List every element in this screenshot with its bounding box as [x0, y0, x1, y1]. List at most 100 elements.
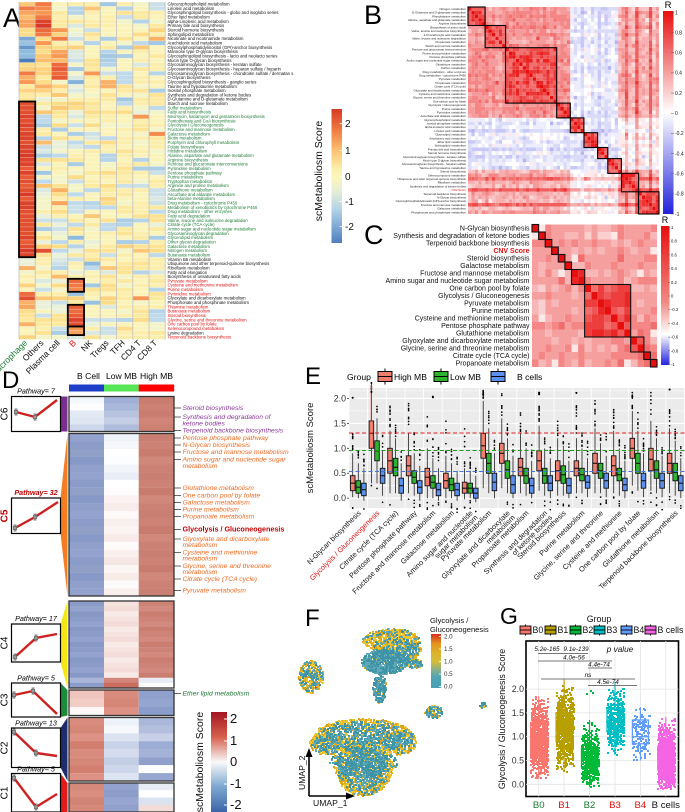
svg-text:9.1e-139: 9.1e-139	[563, 646, 589, 653]
svg-text:Pyrimidine metabolism: Pyrimidine metabolism	[437, 110, 467, 114]
svg-text:Arachidonic acid metabolism: Arachidonic acid metabolism	[429, 136, 466, 140]
svg-text:C: C	[364, 220, 384, 250]
svg-text:Glycosphingolipid biosynthesis: Glycosphingolipid biosynthesis - ganglio…	[168, 79, 257, 84]
svg-text:Pentose and glucuronate interc: Pentose and glucuronate interconversions	[412, 48, 467, 52]
svg-text:Lysine degradation: Lysine degradation	[168, 330, 205, 335]
svg-text:-1: -1	[345, 197, 354, 208]
svg-text:B cells: B cells	[652, 800, 680, 811]
svg-text:Neomycin, kanamycin and gentam: Neomycin, kanamycin and gentamicin biosy…	[168, 114, 265, 119]
svg-text:2.0: 2.0	[334, 393, 346, 403]
svg-text:0.8: 0.8	[671, 239, 677, 244]
svg-text:B2: B2	[584, 800, 596, 811]
svg-text:Inositol phosphate metabolism: Inositol phosphate metabolism	[427, 122, 467, 126]
svg-text:One carbon pool by folate: One carbon pool by folate	[183, 493, 261, 500]
svg-text:-0.4: -0.4	[671, 321, 679, 326]
svg-text:-0.2: -0.2	[675, 131, 684, 137]
svg-text:-0.6: -0.6	[675, 172, 684, 178]
svg-text:Drug metabolism - cytochrome P: Drug metabolism - cytochrome P450	[168, 201, 238, 206]
svg-text:R: R	[662, 215, 669, 225]
svg-text:Fatty acid degradation: Fatty acid degradation	[168, 214, 211, 219]
svg-text:B1: B1	[558, 800, 570, 811]
svg-text:Amino sugar and nucleotide sug: Amino sugar and nucleotide sugar metabol…	[386, 278, 530, 285]
svg-text:metabolism: metabolism	[183, 569, 218, 576]
svg-text:N-Glycan biosynthesis: N-Glycan biosynthesis	[183, 442, 251, 449]
svg-text:Glycosphingolipid biosynthesis: Glycosphingolipid biosynthesis - lacto a…	[168, 54, 278, 59]
svg-text:Fructose and mannose metabolis: Fructose and mannose metabolism	[183, 449, 289, 456]
svg-text:Amino sugar and nucleotide sug: Amino sugar and nucleotide sugar metabol…	[407, 59, 467, 63]
svg-text:Fatty acid elongation: Fatty acid elongation	[168, 270, 208, 275]
svg-text:Cysteine and methionine: Cysteine and methionine	[183, 550, 258, 557]
svg-text:Purine and pyrimidine metaboli: Purine and pyrimidine metabolism	[422, 51, 466, 55]
svg-text:Galactose metabolism: Galactose metabolism	[168, 131, 211, 136]
svg-text:Steroid hormone biosynthesis: Steroid hormone biosynthesis	[168, 28, 225, 33]
svg-text:Histidine metabolism: Histidine metabolism	[168, 149, 208, 154]
svg-text:B2: B2	[583, 625, 594, 635]
svg-text:Cysteine and methionine metabo: Cysteine and methionine metabolism	[168, 283, 239, 288]
svg-text:Glycosaminoglycan biosynthesis: Glycosaminoglycan biosynthesis - heparan…	[168, 66, 282, 71]
svg-text:0.5: 0.5	[334, 468, 346, 478]
svg-text:Purine metabolism: Purine metabolism	[442, 107, 467, 111]
svg-text:Synthesis and degradation of k: Synthesis and degradation of ketone bodi…	[393, 233, 530, 240]
svg-text:Fatty acid biosynthesis: Fatty acid biosynthesis	[168, 110, 211, 115]
svg-text:0.0: 0.0	[444, 684, 453, 691]
svg-text:-0.8: -0.8	[671, 348, 679, 353]
svg-text:Metabolism of xenobiotics by c: Metabolism of xenobiotics by cytochrome …	[168, 205, 258, 210]
svg-text:Pentose phosphate pathway: Pentose phosphate pathway	[430, 55, 467, 59]
svg-text:0.5: 0.5	[512, 756, 524, 766]
svg-text:0: 0	[345, 172, 351, 183]
svg-text:Amino sugar and nucleotide sug: Amino sugar and nucleotide sugar metabol…	[168, 227, 257, 232]
svg-text:Pathway= 5: Pathway= 5	[17, 674, 56, 683]
svg-text:Arginine biosynthesis: Arginine biosynthesis	[168, 157, 209, 162]
svg-text:Tryptophan metabolism: Tryptophan metabolism	[168, 179, 213, 184]
svg-text:C4: C4	[0, 636, 11, 649]
svg-text:Steroid biosynthesis: Steroid biosynthesis	[183, 405, 244, 412]
svg-text:Ubiquinone and other terpenoid: Ubiquinone and other terpenoid-quinone b…	[168, 261, 270, 266]
svg-text:Glycerolipid metabolism: Glycerolipid metabolism	[435, 133, 466, 137]
svg-text:5.2e-165: 5.2e-165	[534, 646, 560, 653]
svg-text:Glycine, serine and threonine: Glycine, serine and threonine metabolism	[168, 317, 247, 322]
svg-text:Other glycan degradation: Other glycan degradation	[168, 240, 217, 245]
svg-text:Purine metabolism: Purine metabolism	[168, 175, 204, 180]
svg-text:B3: B3	[609, 800, 621, 811]
svg-text:Pentose phosphate pathway: Pentose phosphate pathway	[183, 435, 269, 442]
svg-text:Pyruvate metabolism: Pyruvate metabolism	[168, 278, 209, 283]
svg-text:1.0: 1.0	[444, 659, 453, 666]
svg-text:Glycosphingolipid biosynthesis: Glycosphingolipid biosynthesis - globo a…	[168, 10, 279, 15]
svg-text:C1: C1	[0, 786, 11, 799]
svg-text:alpha-Linolenic acid metabolis: alpha-Linolenic acid metabolism	[168, 19, 230, 24]
svg-text:0.8: 0.8	[675, 30, 682, 36]
svg-text:Cysteine and methionine metabo: Cysteine and methionine metabolism	[419, 92, 467, 96]
svg-text:Purine metabolism: Purine metabolism	[168, 287, 204, 292]
svg-text:Glycolysis / Gluconeogenesis: Glycolysis / Gluconeogenesis	[428, 103, 466, 107]
svg-text:1.0: 1.0	[512, 732, 524, 742]
svg-text:N-Glycan biosynthesis: N-Glycan biosynthesis	[437, 196, 466, 200]
svg-text:Galactose metabolism: Galactose metabolism	[183, 500, 251, 507]
svg-text:0: 0	[675, 111, 678, 117]
svg-text:Ether lipid metabolism: Ether lipid metabolism	[438, 140, 467, 144]
svg-text:Glyoxylate and dicarboxylate: Glyoxylate and dicarboxylate	[183, 536, 270, 543]
svg-text:Glycolysis / Gluconeogenesis: Glycolysis / Gluconeogenesis	[183, 525, 285, 534]
svg-text:-1: -1	[230, 776, 242, 791]
svg-text:scMetaboliosm Score: scMetaboliosm Score	[313, 121, 325, 222]
svg-text:-0.8: -0.8	[675, 192, 684, 198]
svg-text:Glutathione metabolism: Glutathione metabolism	[183, 485, 255, 492]
svg-text:Galactose metabolism: Galactose metabolism	[460, 263, 529, 270]
svg-text:Glycosaminoglycan biosynthesis: Glycosaminoglycan biosynthesis - keratan…	[403, 155, 467, 159]
svg-text:Porphyrin and chlorophyll meta: Porphyrin and chlorophyll metabolism	[168, 140, 240, 145]
svg-text:0: 0	[230, 754, 237, 769]
svg-text:One carbon pool by folate: One carbon pool by folate	[449, 286, 529, 293]
svg-text:2: 2	[345, 119, 351, 130]
svg-text:0: 0	[671, 294, 674, 299]
svg-text:Sphingolipid metabolism: Sphingolipid metabolism	[435, 144, 467, 148]
svg-text:Pyruvate metabolism: Pyruvate metabolism	[464, 301, 530, 308]
svg-text:Fructose and mannose metabolis: Fructose and mannose metabolism	[420, 271, 529, 278]
svg-text:0.6: 0.6	[675, 51, 682, 57]
svg-text:Terpenoid backbone biosynthesi: Terpenoid backbone biosynthesis	[183, 428, 284, 435]
svg-text:Propanoate metabolism: Propanoate metabolism	[456, 361, 530, 368]
svg-text:4.4e-74: 4.4e-74	[588, 662, 610, 669]
svg-text:Citrate cycle (TCA cycle): Citrate cycle (TCA cycle)	[434, 85, 466, 89]
svg-text:B cells: B cells	[658, 625, 685, 635]
svg-text:Pentose phosphate pathway: Pentose phosphate pathway	[168, 170, 223, 175]
svg-text:1.0: 1.0	[334, 443, 346, 453]
svg-text:Pathway= 17: Pathway= 17	[15, 614, 58, 623]
